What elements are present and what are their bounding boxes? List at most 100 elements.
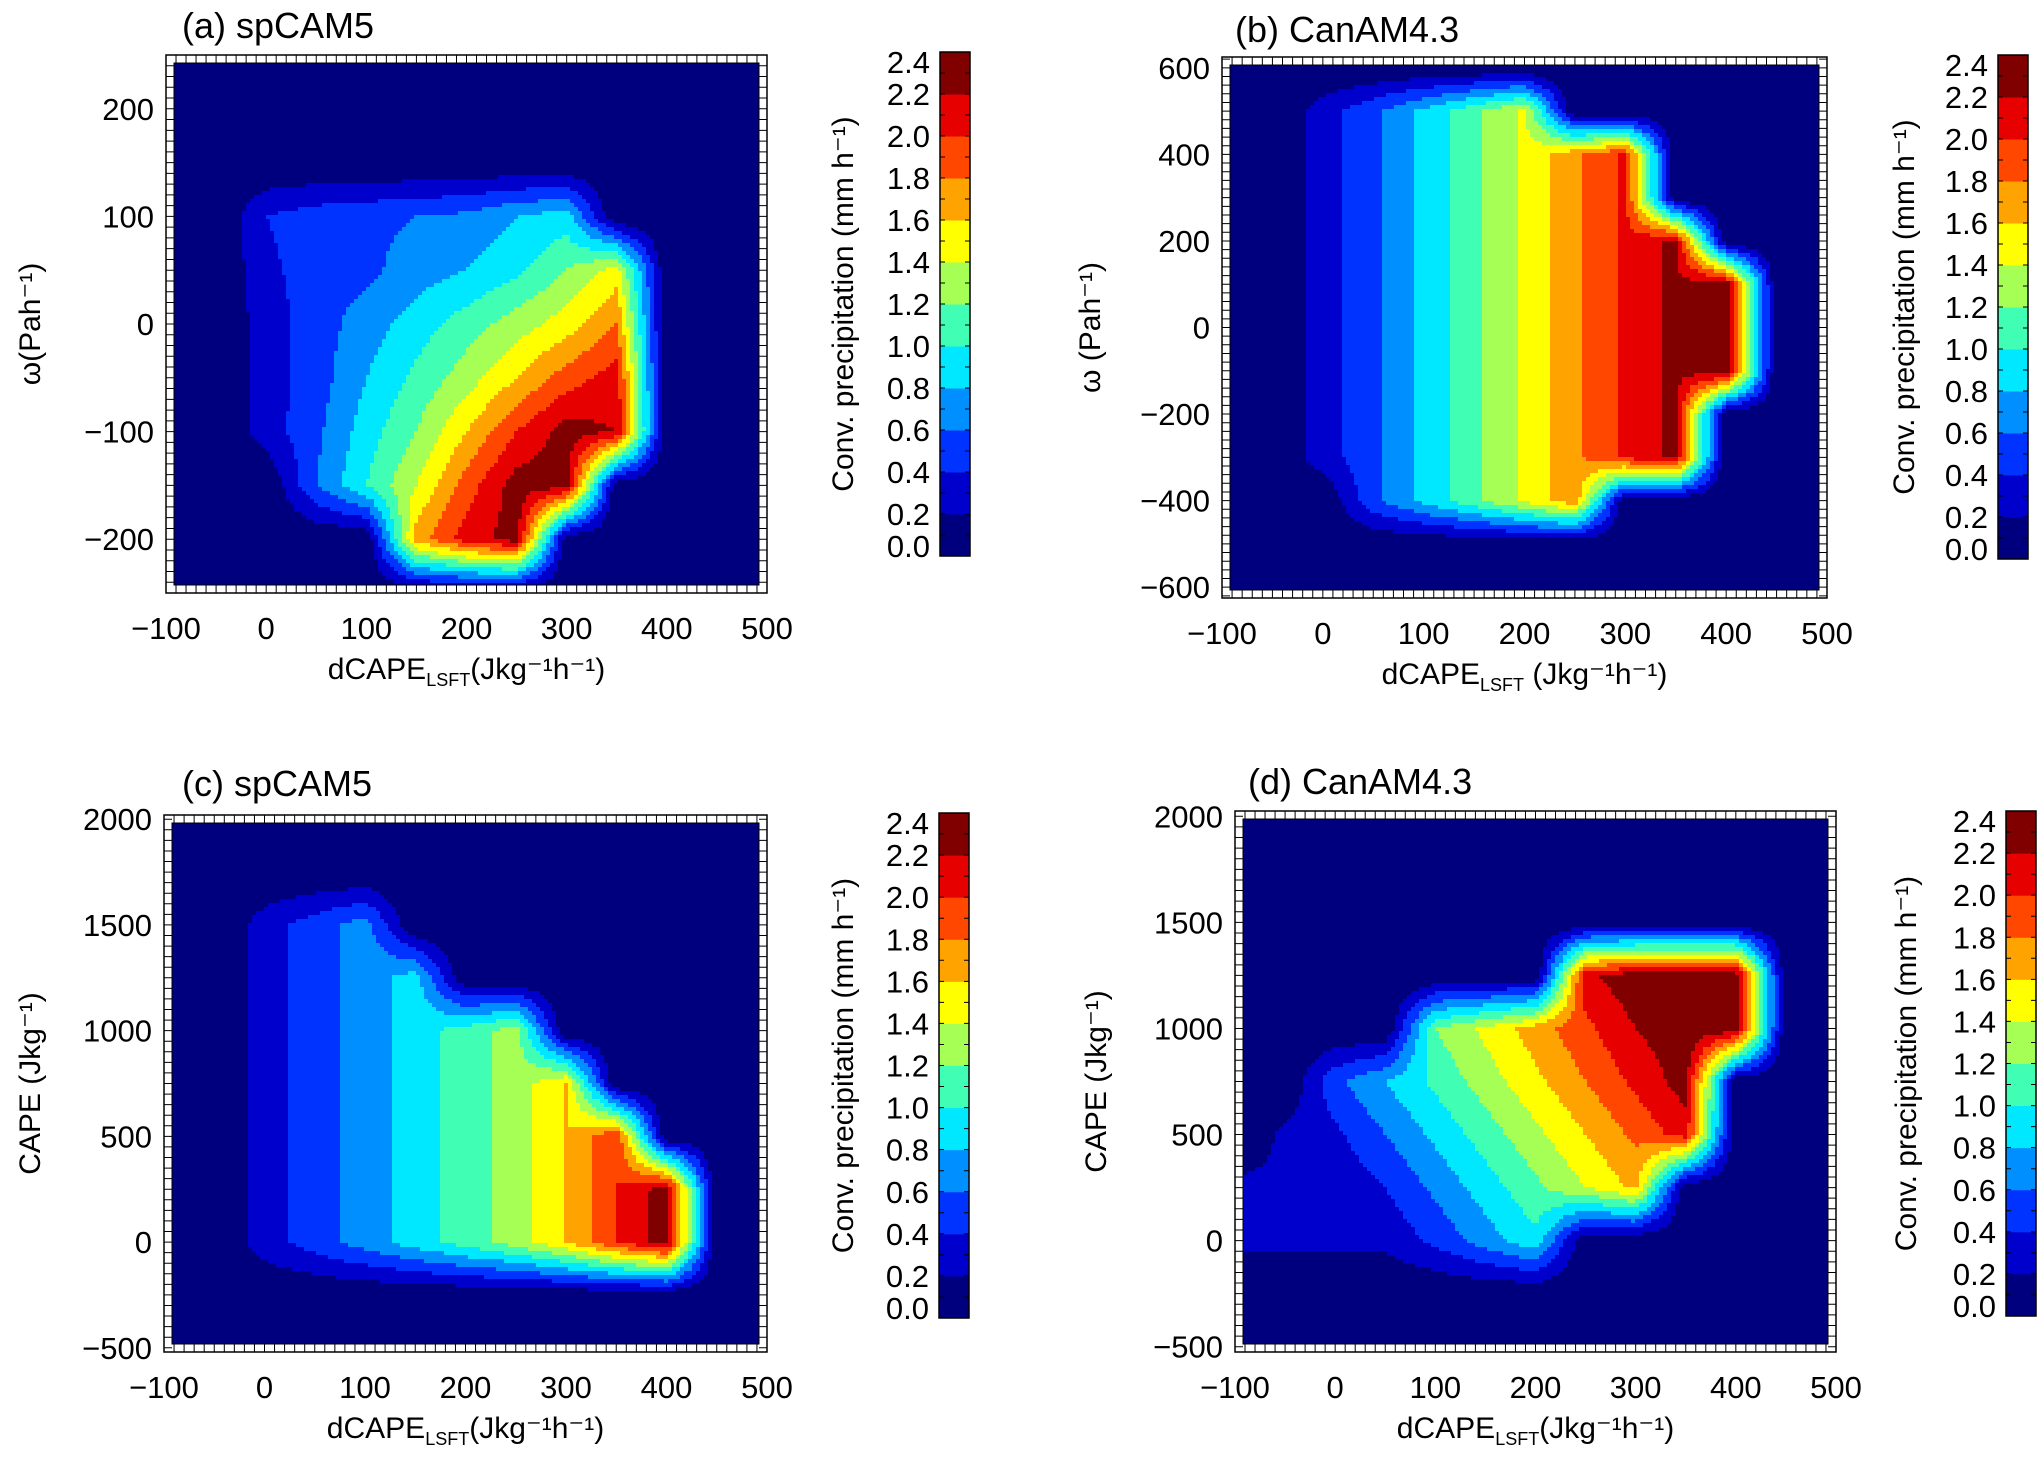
contour-band-7 bbox=[1742, 329, 1746, 334]
contour-band-1 bbox=[1654, 129, 1666, 134]
contour-band-7 bbox=[542, 323, 582, 328]
contour-band-8 bbox=[446, 463, 470, 468]
contour-band-10 bbox=[668, 1195, 672, 1200]
contour-band-1 bbox=[250, 335, 290, 340]
x-tick-label: 0 bbox=[256, 1370, 273, 1405]
contour-band-3 bbox=[322, 431, 350, 436]
contour-band-6 bbox=[402, 535, 406, 540]
contour-band-3 bbox=[340, 1187, 392, 1192]
contour-band-4 bbox=[394, 543, 398, 548]
colorbar: 0.00.20.40.60.81.01.21.41.61.82.02.22.4C… bbox=[1888, 48, 2029, 567]
contour-band-7 bbox=[582, 287, 614, 292]
contour-band-8 bbox=[1738, 313, 1742, 318]
contour-band-2 bbox=[1350, 469, 1382, 474]
contour-band-3 bbox=[1386, 501, 1422, 506]
contour-band-5 bbox=[1450, 313, 1482, 318]
contour-band-1 bbox=[704, 1171, 712, 1176]
contour-band-10 bbox=[1678, 261, 1686, 266]
contour-band-5 bbox=[390, 507, 398, 512]
contour-band-8 bbox=[1550, 477, 1586, 482]
contour-band-2 bbox=[650, 347, 658, 352]
contour-band-9 bbox=[592, 1191, 616, 1196]
contour-band-3 bbox=[700, 1211, 704, 1216]
contour-band-6 bbox=[632, 1139, 640, 1144]
contour-band-8 bbox=[676, 1243, 680, 1248]
contour-band-2 bbox=[286, 423, 326, 428]
contour-band-4 bbox=[1414, 465, 1450, 470]
contour-band-10 bbox=[1678, 249, 1682, 254]
colorbar-label: Conv. precipitation (mm h⁻¹) bbox=[827, 878, 860, 1253]
contour-band-7 bbox=[1742, 301, 1746, 306]
colorbar-level-label: 0.2 bbox=[886, 1259, 929, 1294]
contour-band-9 bbox=[1582, 361, 1618, 366]
contour-band-2 bbox=[692, 1267, 700, 1272]
contour-band-6 bbox=[688, 1235, 692, 1240]
contour-band-2 bbox=[288, 955, 340, 960]
contour-band-8 bbox=[458, 443, 482, 448]
contour-band-4 bbox=[1414, 257, 1450, 262]
contour-band-1 bbox=[248, 1043, 288, 1048]
contour-band-3 bbox=[340, 1091, 392, 1096]
contour-band-5 bbox=[1450, 413, 1482, 418]
contour-band-6 bbox=[1742, 277, 1746, 282]
x-axis-label-subscript: LSFT bbox=[1480, 675, 1524, 695]
contour-band-7 bbox=[1518, 133, 1530, 138]
contour-band-8 bbox=[622, 347, 626, 352]
contour-band-1 bbox=[616, 1091, 640, 1096]
contour-band-7 bbox=[630, 391, 634, 396]
contour-band-4 bbox=[1414, 429, 1450, 434]
contour-band-8 bbox=[1550, 497, 1578, 502]
contour-band-4 bbox=[392, 1119, 440, 1124]
contour-band-9 bbox=[1582, 381, 1618, 386]
contour-band-6 bbox=[492, 1203, 532, 1208]
contour-band-6 bbox=[522, 303, 566, 308]
contour-band-5 bbox=[382, 427, 418, 432]
contour-band-2 bbox=[1474, 81, 1534, 86]
contour-band-3 bbox=[650, 419, 654, 424]
contour-band-3 bbox=[340, 1095, 392, 1100]
contour-band-3 bbox=[340, 1111, 392, 1116]
contour-band-3 bbox=[1658, 177, 1662, 182]
contour-band-2 bbox=[1694, 213, 1702, 218]
contour-band-4 bbox=[1446, 101, 1486, 106]
contour-band-6 bbox=[554, 279, 590, 284]
contour-band-3 bbox=[1555, 959, 1563, 964]
contour-band-6 bbox=[492, 1135, 532, 1140]
contour-band-6 bbox=[542, 527, 546, 532]
contour-band-8 bbox=[1686, 429, 1690, 434]
contour-band-3 bbox=[334, 375, 366, 380]
contour-band-5 bbox=[1450, 197, 1482, 202]
contour-band-7 bbox=[1690, 237, 1694, 242]
contour-band-1 bbox=[1547, 939, 1563, 944]
contour-band-3 bbox=[1710, 437, 1714, 442]
contour-band-10 bbox=[1618, 453, 1662, 458]
contour-band-4 bbox=[536, 1047, 548, 1052]
contour-band-1 bbox=[578, 191, 598, 196]
contour-band-4 bbox=[1682, 217, 1690, 222]
contour-band-8 bbox=[1634, 209, 1642, 214]
contour-band-3 bbox=[1658, 153, 1662, 158]
contour-band-1 bbox=[248, 1203, 288, 1208]
contour-band-6 bbox=[594, 259, 618, 264]
contour-band-2 bbox=[378, 535, 382, 540]
contour-band-7 bbox=[1518, 309, 1550, 314]
contour-band-11 bbox=[498, 515, 522, 520]
contour-band-10 bbox=[1618, 277, 1662, 282]
contour-band-1 bbox=[1306, 161, 1342, 166]
contour-band-11 bbox=[648, 1211, 668, 1216]
contour-band-5 bbox=[1502, 509, 1546, 514]
contour-band-1 bbox=[558, 535, 566, 540]
contour-band-6 bbox=[1746, 341, 1750, 346]
contour-band-10 bbox=[1618, 265, 1662, 270]
contour-band-9 bbox=[1690, 389, 1698, 394]
contour-band-8 bbox=[1634, 205, 1638, 210]
contour-band-8 bbox=[1550, 465, 1622, 470]
contour-band-2 bbox=[1342, 437, 1382, 442]
contour-band-6 bbox=[688, 1191, 692, 1196]
contour-band-10 bbox=[1730, 353, 1734, 358]
contour-band-5 bbox=[1450, 381, 1482, 386]
contour-band-4 bbox=[1754, 285, 1758, 290]
contour-band-3 bbox=[1575, 939, 1619, 944]
contour-band-3 bbox=[650, 403, 654, 408]
contour-band-2 bbox=[1342, 341, 1382, 346]
